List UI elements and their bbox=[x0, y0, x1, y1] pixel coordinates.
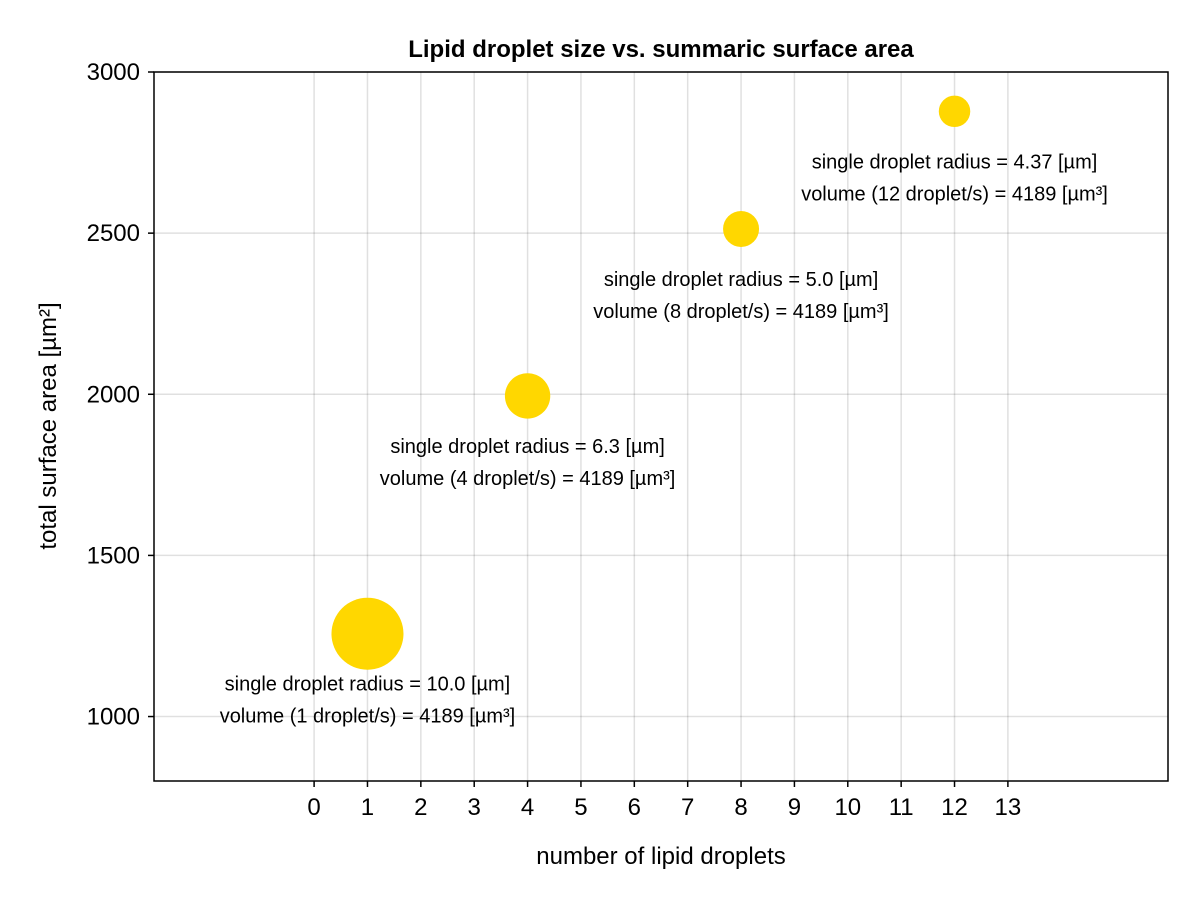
point-annotation: volume (1 droplet/s) = 4189 [µm³] bbox=[220, 706, 516, 728]
x-tick-label: 5 bbox=[574, 794, 587, 821]
x-axis-label: number of lipid droplets bbox=[536, 843, 785, 870]
x-tick-label: 9 bbox=[788, 794, 801, 821]
x-tick-label: 10 bbox=[834, 794, 861, 821]
data-point bbox=[938, 95, 971, 128]
point-annotation: single droplet radius = 5.0 [µm] bbox=[604, 269, 878, 291]
y-tick-label: 1500 bbox=[87, 542, 140, 569]
x-tick-label: 12 bbox=[941, 794, 968, 821]
point-annotation: single droplet radius = 6.3 [µm] bbox=[390, 436, 664, 458]
chart-title: Lipid droplet size vs. summaric surface … bbox=[408, 36, 914, 63]
data-point bbox=[331, 597, 404, 670]
point-annotation: volume (4 droplet/s) = 4189 [µm³] bbox=[380, 468, 676, 490]
y-tick-label: 1000 bbox=[87, 704, 140, 731]
x-tick-label: 13 bbox=[995, 794, 1022, 821]
point-annotation: volume (8 droplet/s) = 4189 [µm³] bbox=[593, 301, 889, 323]
x-tick-label: 8 bbox=[734, 794, 747, 821]
point-annotation: volume (12 droplet/s) = 4189 [µm³] bbox=[801, 183, 1108, 205]
x-tick-label: 4 bbox=[521, 794, 534, 821]
y-tick-label: 2500 bbox=[87, 220, 140, 247]
data-point bbox=[723, 210, 760, 247]
x-tick-label: 2 bbox=[414, 794, 427, 821]
x-tick-label: 6 bbox=[628, 794, 641, 821]
plot-frame bbox=[153, 71, 1169, 782]
point-annotation: single droplet radius = 4.37 [µm] bbox=[812, 151, 1098, 173]
x-tick-label: 11 bbox=[889, 794, 914, 821]
x-tick-label: 0 bbox=[307, 794, 320, 821]
data-point bbox=[504, 373, 551, 419]
y-axis-label: total surface area [µm²] bbox=[35, 302, 62, 549]
x-tick-label: 1 bbox=[361, 794, 374, 821]
point-annotation: single droplet radius = 10.0 [µm] bbox=[225, 674, 511, 696]
annotations: single droplet radius = 10.0 [µm] volume … bbox=[220, 151, 1108, 727]
x-tick-label: 3 bbox=[468, 794, 481, 821]
data-points bbox=[331, 95, 971, 670]
x-tick-label: 7 bbox=[681, 794, 694, 821]
y-tick-label: 2000 bbox=[87, 381, 140, 408]
y-tick-label: 3000 bbox=[87, 59, 140, 86]
